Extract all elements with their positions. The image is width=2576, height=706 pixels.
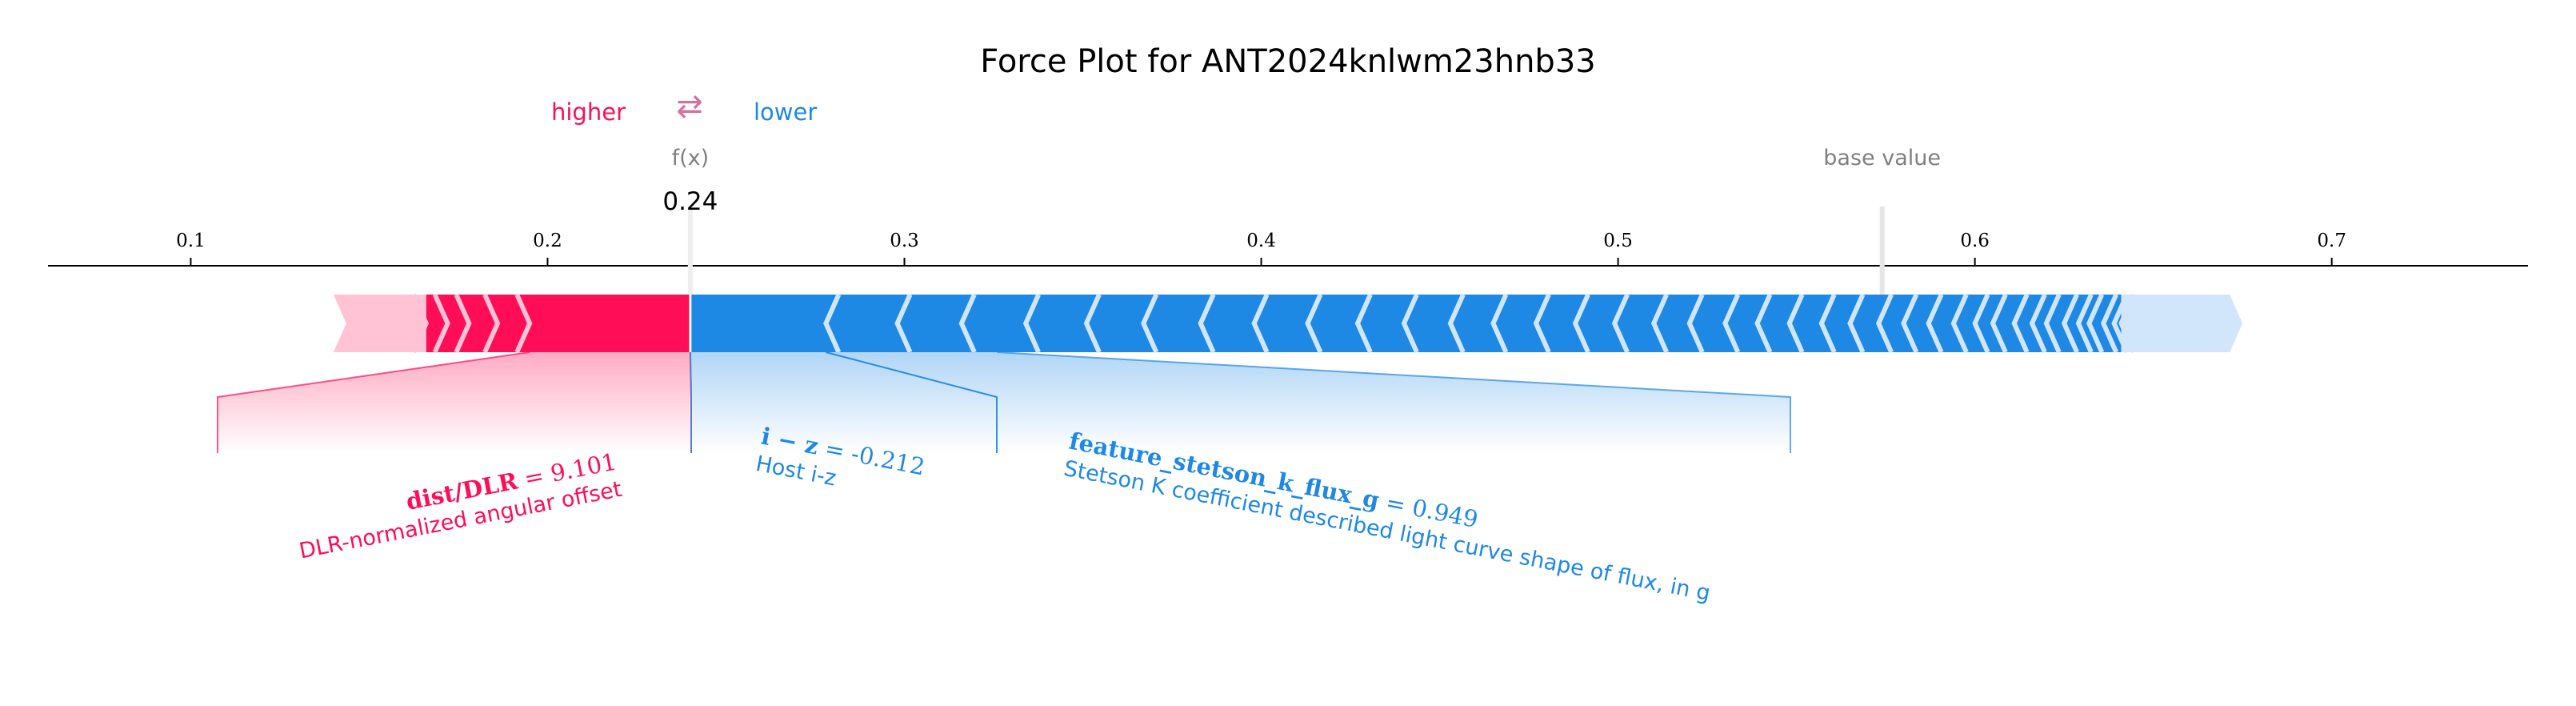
negative-chevron	[2118, 293, 2137, 354]
base-value-label: base value	[1823, 146, 1941, 170]
positive-chevron	[454, 293, 472, 354]
negative-chevron	[2100, 293, 2118, 354]
negative-chevron	[894, 293, 913, 354]
negative-chevron	[1686, 293, 1705, 354]
feature-connector-line	[997, 351, 1791, 453]
negative-chevron	[1950, 293, 1969, 354]
tick-label: 0.4	[1246, 231, 1276, 251]
feature-connector-fill	[826, 352, 1790, 453]
tick-label: 0.1	[176, 231, 206, 251]
tick-label: 0.2	[533, 231, 562, 251]
negative-chevron	[1305, 293, 1323, 354]
negative-chevron	[1847, 293, 1866, 354]
value-markers: base value f(x) 0.24	[662, 146, 1941, 303]
positive-faded-bar	[333, 295, 426, 352]
feature-connector-fill	[218, 352, 691, 453]
positive-chevron	[482, 293, 501, 354]
negative-chevron	[1447, 293, 1466, 354]
negative-chevron	[1818, 293, 1837, 354]
negative-chevron	[2061, 293, 2079, 354]
negative-chevron	[1354, 293, 1373, 354]
negative-chevron	[1650, 293, 1669, 354]
tick-label: 0.3	[890, 231, 919, 251]
positive-chevron	[514, 293, 533, 354]
negative-chevron	[1490, 293, 1509, 354]
negative-chevron	[1198, 293, 1216, 354]
negative-chevron	[1722, 293, 1741, 354]
feature-connector-line	[826, 351, 998, 453]
negative-chevron	[1990, 293, 2008, 354]
feature-connector-line	[217, 351, 530, 453]
negative-chevron	[1754, 293, 1773, 354]
negative-chevron	[2029, 293, 2047, 354]
chart-title: Force Plot for ANT2024knlwm23hnb33	[980, 43, 1595, 80]
legend-arrows-icon: ⇄	[676, 88, 703, 125]
x-axis: 0.1 0.2 0.3 0.4 0.5 0.6 0.7	[48, 231, 2528, 267]
positive-chevron	[411, 293, 430, 354]
feature-connector-line	[689, 351, 692, 453]
fx-label: f(x)	[672, 146, 710, 170]
legend-higher: higher	[551, 98, 626, 126]
negative-chevron	[823, 293, 842, 354]
feature-description: Stetson K coefficient described light cu…	[1062, 456, 1712, 606]
negative-chevron	[1141, 293, 1159, 354]
negative-chevron	[1401, 293, 1419, 354]
negative-chevron	[1786, 293, 1805, 354]
negative-chevron	[1901, 293, 1919, 354]
negative-chevron	[958, 293, 977, 354]
tick-label: 0.5	[1603, 231, 1633, 251]
negative-chevron	[2011, 293, 2030, 354]
negative-chevron	[1083, 293, 1102, 354]
positive-bar	[426, 295, 690, 352]
negative-chevron	[2043, 293, 2062, 354]
negative-chevron	[1611, 293, 1630, 354]
negative-chevron	[1533, 293, 1551, 354]
feature-label: feature_stetson_k_flux_g = 0.949Stetson …	[1062, 427, 1712, 606]
force-bars	[333, 293, 2243, 354]
negative-chevron	[1972, 293, 1990, 354]
tick-label: 0.7	[2317, 231, 2346, 251]
legend-lower: lower	[754, 98, 817, 126]
negative-chevron	[1926, 293, 1944, 354]
positive-chevron	[432, 293, 450, 354]
negative-chevron	[2111, 293, 2130, 354]
fx-value: 0.24	[662, 187, 718, 216]
negative-chevron	[2086, 293, 2105, 354]
negative-chevron	[1022, 293, 1041, 354]
negative-chevron	[1572, 293, 1590, 354]
tick-label: 0.6	[1960, 231, 1990, 251]
negative-chevron	[2075, 293, 2094, 354]
negative-faded-bar	[2121, 295, 2243, 352]
negative-chevron	[1251, 293, 1270, 354]
negative-chevron	[1875, 293, 1894, 354]
